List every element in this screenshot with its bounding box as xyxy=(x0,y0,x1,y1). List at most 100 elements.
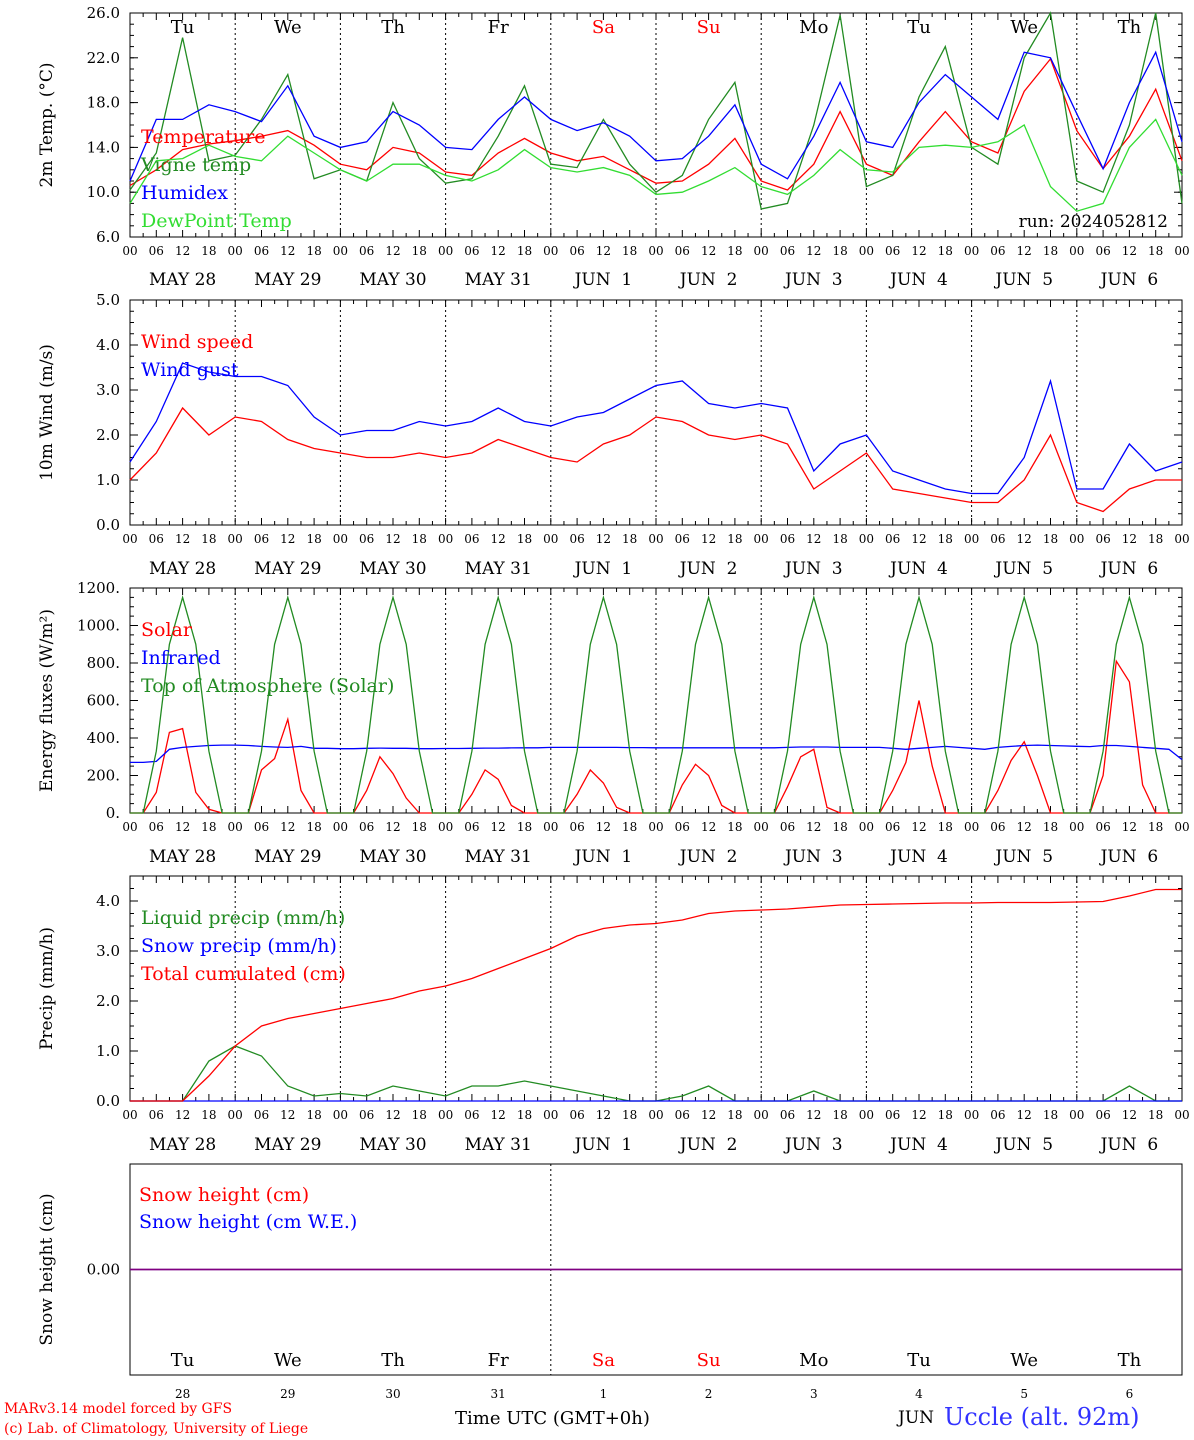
series-line-2 xyxy=(129,11,1183,210)
hour-tick-label: 00 xyxy=(333,820,348,834)
y-tick-label: 6.0 xyxy=(96,228,120,246)
y-tick-label: 800. xyxy=(87,654,120,672)
series-line-1 xyxy=(129,57,1183,191)
hour-tick-label: 00 xyxy=(754,820,769,834)
day-number-label: 28 xyxy=(175,1387,190,1401)
series-line-2 xyxy=(130,744,1183,764)
hour-tick-label: 06 xyxy=(359,244,374,258)
hour-tick-label: 06 xyxy=(780,244,795,258)
hour-tick-label: 00 xyxy=(648,244,663,258)
date-label: JUN 5 xyxy=(993,270,1053,290)
hour-tick-label: 12 xyxy=(491,820,506,834)
hour-tick-label: 06 xyxy=(464,820,479,834)
panel-4: 00 06 12 18 00 06 12 18 00 06 12 18 00 06 12 18 00 06 12 18… xyxy=(37,875,1190,1155)
date-label: MAY 28 xyxy=(149,847,216,867)
hour-tick-label: 06 xyxy=(990,244,1005,258)
y-tick-label: 2.0 xyxy=(96,992,120,1010)
hour-tick-label: 18 xyxy=(938,820,953,834)
hour-tick-label: 12 xyxy=(280,1108,295,1122)
hour-tick-label: 06 xyxy=(569,820,584,834)
date-label: JUN 1 xyxy=(573,1135,633,1155)
hour-tick-label: 00 xyxy=(438,244,453,258)
credit-line-1: MARv3.14 model forced by GFS xyxy=(4,1401,232,1417)
hour-tick-label: 06 xyxy=(254,532,269,546)
panel-3: 00 06 12 18 00 06 12 18 00 06 12 18 00 06 12 18 00 06 12 18… xyxy=(37,579,1190,867)
day-number-label: 5 xyxy=(1020,1387,1028,1401)
weekday-label: Th xyxy=(381,1350,405,1371)
legend-entry: Wind speed xyxy=(141,331,253,353)
date-label: JUN 3 xyxy=(783,847,843,867)
hour-tick-label: 06 xyxy=(149,820,164,834)
y-tick-label: 5.0 xyxy=(96,291,120,309)
day-number-label: 6 xyxy=(1126,1387,1134,1401)
date-label: MAY 31 xyxy=(465,1135,532,1155)
hour-tick-label: 00 xyxy=(1069,820,1084,834)
hour-tick-label: 06 xyxy=(254,1108,269,1122)
series-line-1 xyxy=(129,406,1182,513)
hour-tick-label: 00 xyxy=(859,532,874,546)
hour-tick-label: 18 xyxy=(938,244,953,258)
hour-tick-label: 00 xyxy=(438,820,453,834)
weekday-label: Fr xyxy=(488,17,509,38)
hour-tick-label: 12 xyxy=(701,532,716,546)
hour-tick-label: 06 xyxy=(675,820,690,834)
series-line-3 xyxy=(130,888,1182,1102)
hour-tick-label: 12 xyxy=(385,1108,400,1122)
hour-tick-label: 12 xyxy=(280,820,295,834)
hour-tick-label: 18 xyxy=(832,532,847,546)
hour-tick-label: 00 xyxy=(228,532,243,546)
date-label: JUN 4 xyxy=(888,270,948,290)
legend-entry: Infrared xyxy=(141,647,221,669)
weekday-label: Th xyxy=(1118,1350,1142,1371)
hour-tick-label: 00 xyxy=(754,1108,769,1122)
hour-tick-label: 12 xyxy=(175,1108,190,1122)
y-axis-label: Energy fluxes (W/m²) xyxy=(37,609,57,792)
weekday-label: Su xyxy=(697,1350,721,1371)
hour-tick-label: 06 xyxy=(675,532,690,546)
hour-tick-label: 06 xyxy=(990,820,1005,834)
date-label: MAY 28 xyxy=(149,1135,216,1155)
y-tick-label: 26.0 xyxy=(87,4,120,22)
hour-tick-label: 12 xyxy=(911,532,926,546)
hour-tick-label: 18 xyxy=(1043,820,1058,834)
hour-tick-label: 12 xyxy=(491,244,506,258)
hour-tick-label: 12 xyxy=(806,1108,821,1122)
hour-tick-label: 00 xyxy=(438,1108,453,1122)
hour-tick-label: 06 xyxy=(254,244,269,258)
date-label: JUN 4 xyxy=(888,1135,948,1155)
hour-tick-label: 00 xyxy=(859,1108,874,1122)
y-tick-label: 4.0 xyxy=(96,892,120,910)
hour-tick-label: 18 xyxy=(412,532,427,546)
date-label: MAY 30 xyxy=(359,1135,426,1155)
hour-tick-label: 00 xyxy=(1174,244,1189,258)
hour-tick-label: 12 xyxy=(1122,244,1137,258)
y-tick-label: 0.0 xyxy=(96,516,120,534)
weekday-label: Sa xyxy=(592,17,615,38)
hour-tick-label: 00 xyxy=(1069,244,1084,258)
weekday-label: We xyxy=(1010,17,1038,38)
hour-tick-label: 00 xyxy=(122,820,137,834)
date-label: JUN 2 xyxy=(678,1135,738,1155)
hour-tick-label: 06 xyxy=(569,244,584,258)
hour-tick-label: 00 xyxy=(1069,532,1084,546)
hour-tick-label: 18 xyxy=(412,1108,427,1122)
hour-tick-label: 00 xyxy=(964,244,979,258)
hour-tick-label: 18 xyxy=(306,244,321,258)
hour-tick-label: 12 xyxy=(911,820,926,834)
date-label: MAY 31 xyxy=(465,559,532,579)
hour-tick-label: 18 xyxy=(201,532,216,546)
legend-entry: Solar xyxy=(141,619,193,641)
hour-tick-label: 06 xyxy=(464,1108,479,1122)
y-tick-label: 3.0 xyxy=(96,942,120,960)
legend-entry: Snow height (cm) xyxy=(139,1184,309,1206)
hour-tick-label: 00 xyxy=(333,532,348,546)
date-label: JUN 6 xyxy=(1099,1135,1159,1155)
y-tick-label: 1.0 xyxy=(96,471,120,489)
date-label: MAY 31 xyxy=(465,847,532,867)
hour-tick-label: 12 xyxy=(806,820,821,834)
hour-tick-label: 00 xyxy=(438,532,453,546)
date-label: JUN 6 xyxy=(1099,270,1159,290)
hour-tick-label: 18 xyxy=(412,244,427,258)
hour-tick-label: 00 xyxy=(964,1108,979,1122)
